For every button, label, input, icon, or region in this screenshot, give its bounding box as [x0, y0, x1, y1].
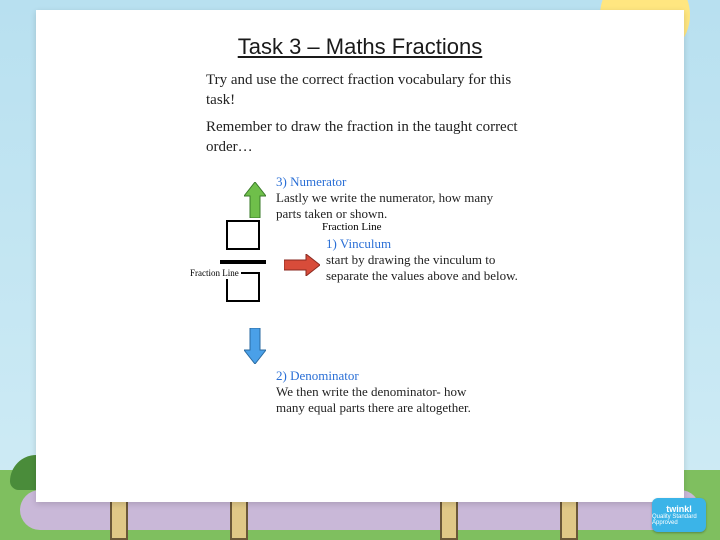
- denominator-body: We then write the denominator- how many …: [276, 384, 486, 417]
- fraction-line-label-1: Fraction Line: [320, 220, 384, 234]
- content-card: Task 3 – Maths Fractions Try and use the…: [36, 10, 684, 502]
- arrow-down-icon: [244, 328, 266, 364]
- arrow-right-icon: [284, 254, 320, 276]
- content-area: Try and use the correct fraction vocabul…: [206, 70, 536, 490]
- denominator-heading: 2) Denominator: [276, 368, 359, 384]
- page-title: Task 3 – Maths Fractions: [36, 34, 684, 60]
- numerator-body: Lastly we write the numerator, how many …: [276, 190, 506, 223]
- numerator-heading: 3) Numerator: [276, 174, 346, 190]
- fraction-diagram: 3) Numerator Lastly we write the numerat…: [206, 180, 536, 480]
- vinculum-line: [220, 260, 266, 264]
- badge-sub: Quality Standard Approved: [652, 514, 706, 526]
- intro-line-2: Remember to draw the fraction in the tau…: [206, 117, 536, 158]
- twinkl-badge: twinkl Quality Standard Approved: [652, 498, 706, 532]
- numerator-box: [226, 220, 260, 250]
- vinculum-body: start by drawing the vinculum to separat…: [326, 252, 526, 285]
- arrow-up-icon: [244, 182, 266, 218]
- intro-line-1: Try and use the correct fraction vocabul…: [206, 70, 536, 111]
- badge-name: twinkl: [666, 504, 692, 514]
- fraction-line-label-2: Fraction Line: [188, 267, 241, 279]
- vinculum-heading: 1) Vinculum: [326, 236, 391, 252]
